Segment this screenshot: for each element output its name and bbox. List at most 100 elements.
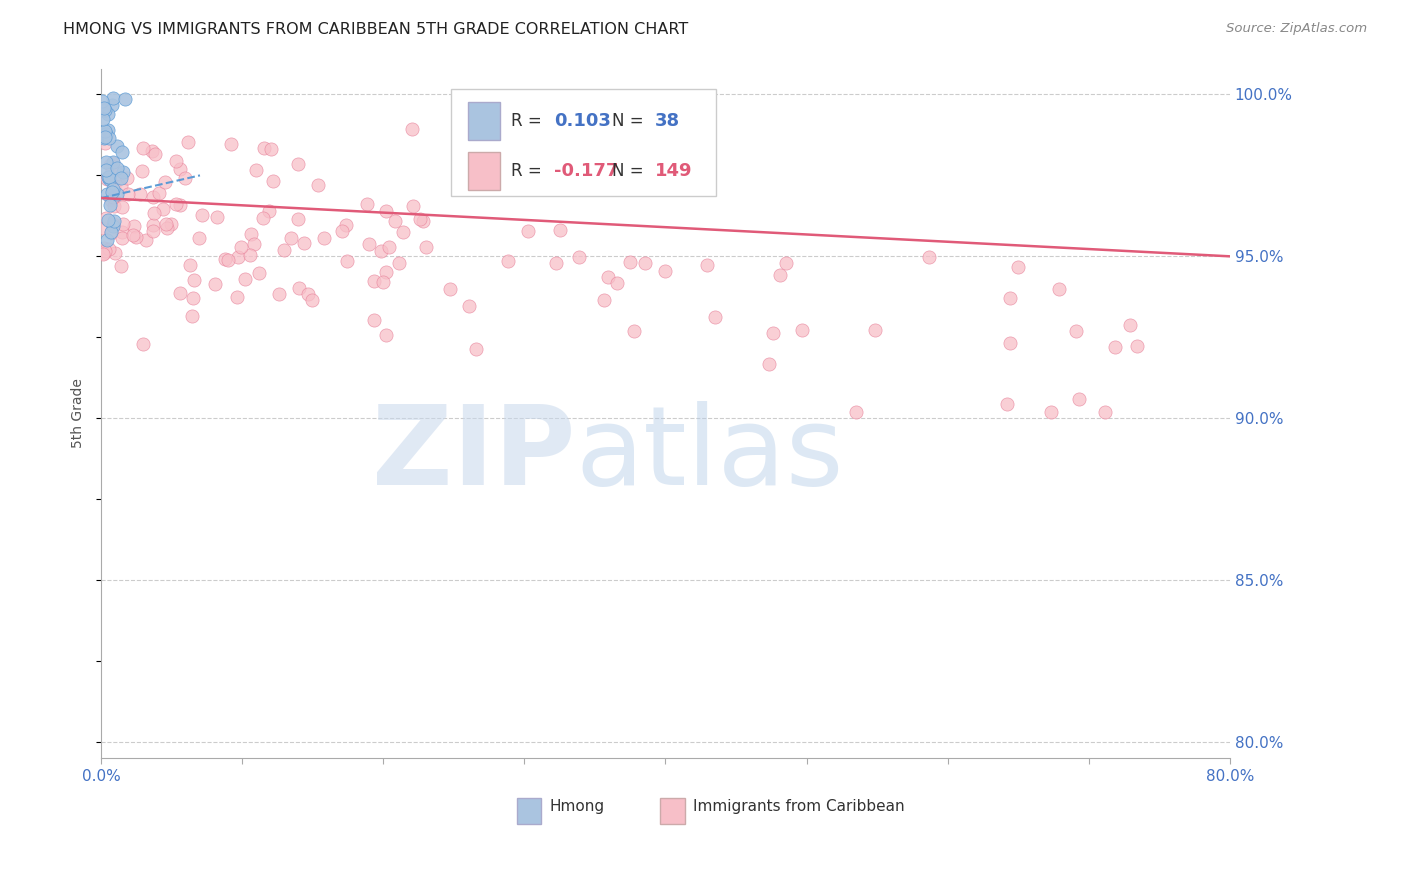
Point [124,229,146,244]
Point [370,244,392,258]
Point [498,253,520,268]
Point [181,291,204,305]
Point [204,277,226,291]
Text: 149: 149 [655,161,693,179]
Point [97,170,120,185]
Point [152,202,174,216]
Bar [468,102,499,140]
Point [96,162,118,177]
Point [100,226,122,240]
Point [183,273,205,287]
Point [392,226,415,240]
Point [122,228,145,243]
Point [363,274,385,288]
Point [269,287,291,301]
Point [214,252,236,266]
Point [105,187,128,202]
Point [623,324,645,338]
Text: N =: N = [613,112,650,129]
Point [191,208,214,222]
Point [634,256,657,270]
Point [335,254,357,268]
Point [101,190,124,204]
Point [225,290,247,304]
Point [91,246,114,260]
Point [98,131,121,145]
Point [110,178,132,193]
Text: 0.103: 0.103 [554,112,610,129]
Point [775,255,797,269]
Point [101,182,124,196]
Point [97,122,120,136]
Point [517,224,540,238]
Point [91,101,114,115]
Point [179,258,201,272]
Point [100,185,122,199]
Point [412,214,434,228]
Point [94,128,117,142]
Point [384,214,406,228]
Point [233,271,256,285]
Text: Immigrants from Caribbean: Immigrants from Caribbean [693,799,904,814]
Point [312,230,335,244]
Point [91,94,114,108]
Point [122,219,145,233]
Point [181,310,204,324]
Text: R =: R = [510,161,547,179]
Point [297,287,319,301]
Point [103,213,125,227]
Point [159,217,181,231]
Point [544,256,567,270]
Point [97,107,120,121]
Point [790,323,813,337]
Point [115,171,138,186]
Point [107,167,129,181]
Point [415,240,437,254]
Point [93,136,115,150]
Point [205,211,228,225]
Point [262,174,284,188]
Y-axis label: 5th Grade: 5th Grade [72,378,86,449]
Point [758,357,780,371]
Point [221,137,243,152]
Point [96,211,118,225]
Bar [659,797,685,823]
Point [100,98,122,112]
Point [93,101,115,115]
Point [229,240,252,254]
Point [762,326,785,340]
Point [169,162,191,177]
Point [1126,339,1149,353]
Point [288,281,311,295]
Point [239,248,262,262]
Point [98,158,121,172]
Point [252,211,274,225]
Point [94,124,117,138]
Point [1119,318,1142,332]
Point [141,144,163,158]
Text: 38: 38 [655,112,681,129]
Point [257,204,280,219]
Point [619,255,641,269]
Point [155,218,177,232]
Point [111,145,134,159]
Point [101,155,124,169]
Point [97,243,120,257]
Point [307,178,329,192]
Point [98,198,121,212]
Point [166,196,188,211]
Point [1067,392,1090,406]
Point [1064,324,1087,338]
Point [439,281,461,295]
FancyBboxPatch shape [451,89,716,196]
Point [863,323,886,337]
Point [153,175,176,189]
Point [375,265,398,279]
Point [112,217,135,231]
Point [96,155,118,169]
Point [287,211,309,226]
Point [101,219,124,234]
Point [249,266,271,280]
Point [409,212,432,227]
Point [90,103,112,117]
